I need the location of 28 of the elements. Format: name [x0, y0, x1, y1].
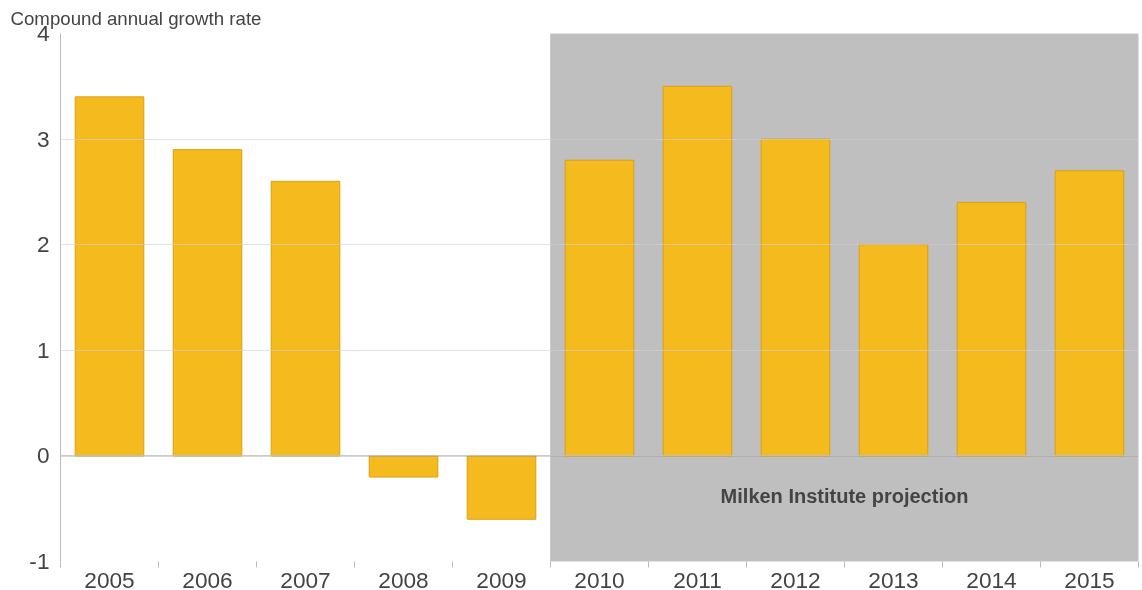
bar — [466, 455, 537, 520]
bar — [662, 85, 733, 457]
x-tick-label: 2005 — [84, 566, 135, 590]
bar — [760, 138, 831, 457]
x-tick-label: 2013 — [868, 566, 919, 590]
bar — [564, 159, 635, 457]
x-tick-label: 2006 — [182, 566, 233, 590]
band-label: Milken Institute projection — [720, 485, 969, 508]
bar — [1054, 170, 1125, 457]
x-tick-label: 2007 — [280, 566, 331, 590]
x-tick-label: 2012 — [770, 566, 821, 590]
x-tick-label: 2015 — [1064, 566, 1115, 590]
bar — [74, 96, 145, 457]
x-tick-label: 2008 — [378, 566, 429, 590]
y-tick-label: 0 — [36, 442, 50, 469]
y-tick-label: 3 — [36, 125, 50, 152]
y-tick-label: 1 — [36, 336, 50, 363]
bar — [270, 180, 341, 457]
y-tick-label: 2 — [36, 231, 50, 258]
bar — [172, 149, 243, 457]
bar — [956, 201, 1027, 457]
x-tick-label: 2014 — [966, 566, 1017, 590]
bar — [858, 244, 929, 457]
x-tick-label: 2009 — [476, 566, 527, 590]
y-tick-label: -1 — [29, 548, 50, 574]
x-tick-label: 2011 — [673, 566, 722, 590]
x-tick-label: 2010 — [574, 566, 625, 590]
bar — [368, 455, 439, 478]
